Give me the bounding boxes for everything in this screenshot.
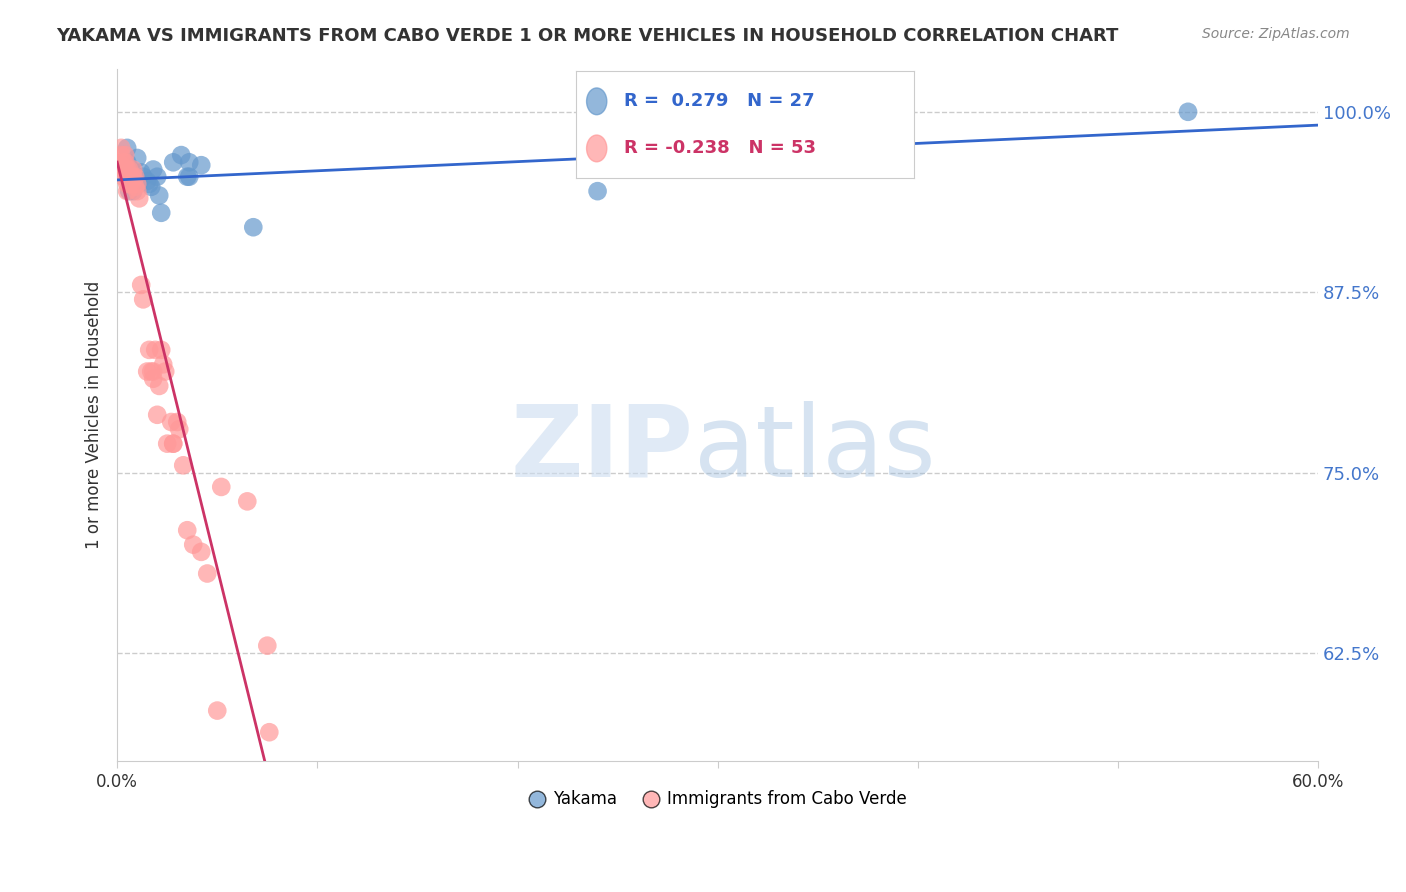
Point bbox=[114, 155, 136, 169]
Point bbox=[138, 177, 160, 191]
Point bbox=[146, 408, 169, 422]
Point bbox=[128, 191, 150, 205]
Point bbox=[115, 184, 138, 198]
Point bbox=[129, 165, 152, 179]
Point bbox=[170, 148, 193, 162]
Point bbox=[118, 165, 141, 179]
Point bbox=[127, 151, 149, 165]
Point bbox=[190, 545, 212, 559]
Point bbox=[259, 725, 281, 739]
Point bbox=[115, 162, 138, 177]
Point bbox=[120, 177, 142, 191]
Point bbox=[176, 523, 198, 537]
Point bbox=[122, 184, 145, 198]
Ellipse shape bbox=[586, 135, 607, 161]
Point bbox=[120, 162, 142, 177]
Point bbox=[160, 415, 183, 429]
Point bbox=[256, 639, 278, 653]
Point bbox=[155, 364, 177, 378]
Point bbox=[156, 436, 179, 450]
Point bbox=[209, 480, 232, 494]
Text: ZIP: ZIP bbox=[510, 401, 693, 498]
Point bbox=[124, 177, 146, 191]
Point bbox=[190, 158, 212, 172]
Point bbox=[176, 169, 198, 184]
Point bbox=[115, 141, 138, 155]
Point bbox=[122, 169, 145, 184]
Point bbox=[112, 155, 135, 169]
Point bbox=[128, 174, 150, 188]
Point bbox=[162, 155, 184, 169]
Text: Source: ZipAtlas.com: Source: ZipAtlas.com bbox=[1202, 27, 1350, 41]
Point bbox=[167, 422, 190, 436]
Point bbox=[179, 155, 201, 169]
Point bbox=[118, 162, 141, 177]
Point bbox=[152, 357, 174, 371]
Point bbox=[242, 220, 264, 235]
Ellipse shape bbox=[586, 88, 607, 115]
Point bbox=[148, 188, 170, 202]
Point bbox=[136, 364, 159, 378]
Point bbox=[124, 179, 146, 194]
Point bbox=[118, 184, 141, 198]
Point bbox=[142, 162, 165, 177]
Point bbox=[118, 169, 141, 184]
Point bbox=[115, 155, 138, 169]
Point bbox=[141, 179, 163, 194]
Point bbox=[124, 169, 146, 184]
Text: R = -0.238   N = 53: R = -0.238 N = 53 bbox=[624, 139, 815, 157]
Point bbox=[114, 162, 136, 177]
Point bbox=[127, 184, 149, 198]
Point bbox=[129, 277, 152, 292]
Point bbox=[166, 415, 188, 429]
Point bbox=[586, 184, 609, 198]
Point bbox=[236, 494, 259, 508]
Point bbox=[143, 343, 166, 357]
Point bbox=[179, 169, 201, 184]
Point bbox=[142, 372, 165, 386]
Point bbox=[112, 169, 135, 184]
Point bbox=[132, 293, 155, 307]
Text: YAKAMA VS IMMIGRANTS FROM CABO VERDE 1 OR MORE VEHICLES IN HOUSEHOLD CORRELATION: YAKAMA VS IMMIGRANTS FROM CABO VERDE 1 O… bbox=[56, 27, 1119, 45]
Point bbox=[172, 458, 194, 473]
Point bbox=[120, 169, 142, 184]
Point bbox=[138, 343, 160, 357]
Point bbox=[150, 343, 173, 357]
Point bbox=[148, 379, 170, 393]
Point bbox=[115, 169, 138, 184]
Point bbox=[110, 148, 132, 162]
Text: atlas: atlas bbox=[693, 401, 935, 498]
Point bbox=[1177, 104, 1199, 119]
Point bbox=[122, 162, 145, 177]
Point bbox=[142, 364, 165, 378]
Point bbox=[195, 566, 218, 581]
Point bbox=[112, 162, 135, 177]
Point bbox=[141, 364, 163, 378]
Point bbox=[136, 174, 159, 188]
Point bbox=[207, 704, 229, 718]
Point bbox=[127, 177, 149, 191]
Point bbox=[114, 148, 136, 162]
Point bbox=[132, 169, 155, 184]
Point bbox=[118, 177, 141, 191]
Legend: Yakama, Immigrants from Cabo Verde: Yakama, Immigrants from Cabo Verde bbox=[522, 784, 914, 815]
Text: R =  0.279   N = 27: R = 0.279 N = 27 bbox=[624, 93, 814, 111]
Point bbox=[162, 436, 184, 450]
Point bbox=[162, 436, 184, 450]
Point bbox=[146, 169, 169, 184]
Point bbox=[150, 206, 173, 220]
Point bbox=[181, 538, 204, 552]
Point bbox=[115, 177, 138, 191]
Point bbox=[110, 141, 132, 155]
Y-axis label: 1 or more Vehicles in Household: 1 or more Vehicles in Household bbox=[86, 281, 103, 549]
